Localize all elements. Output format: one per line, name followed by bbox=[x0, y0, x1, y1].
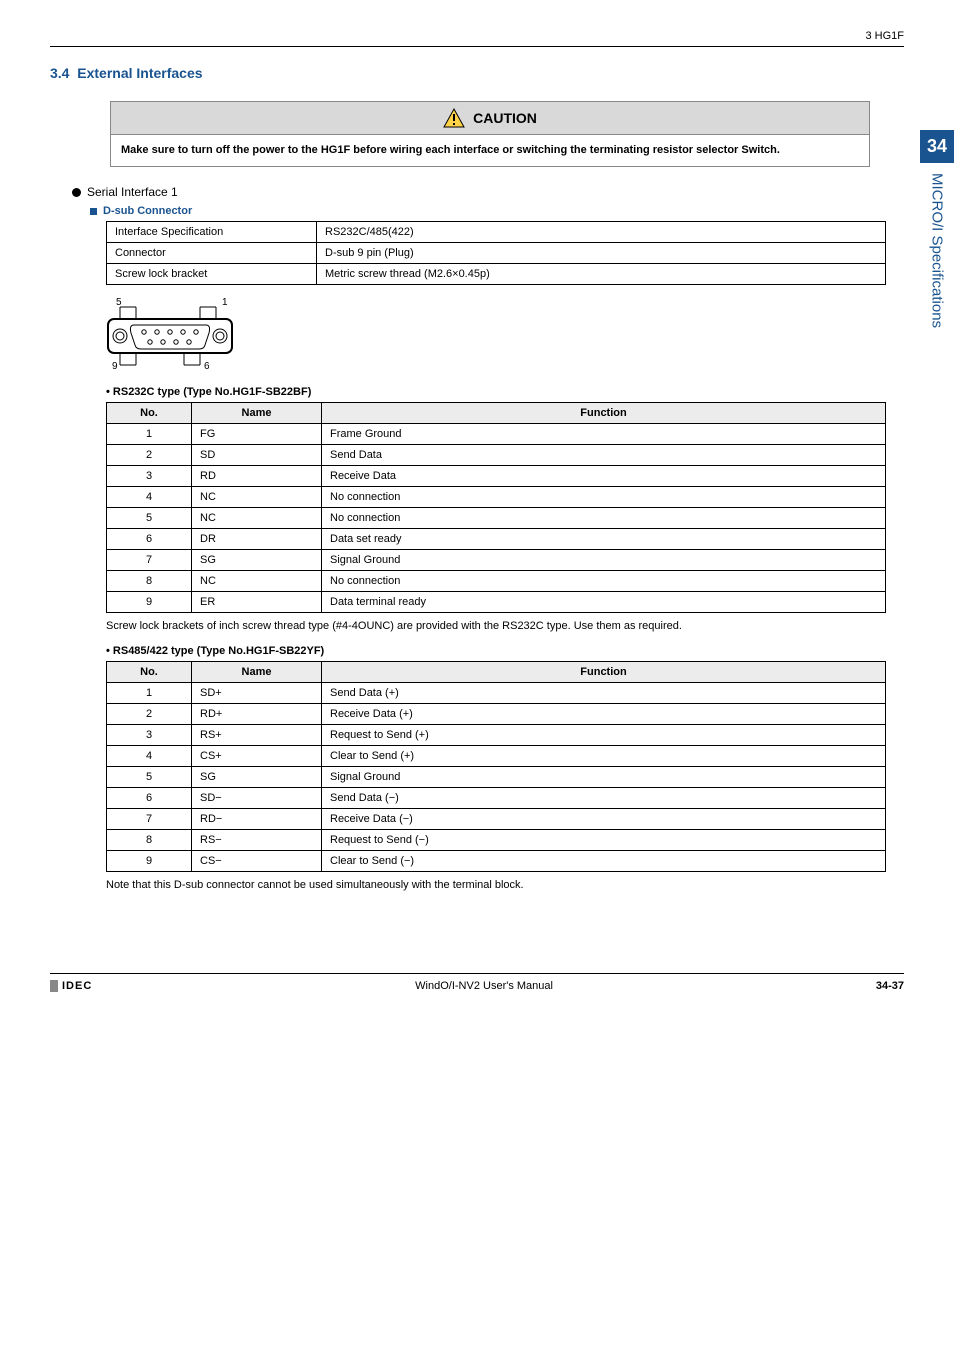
table-row: 3RDReceive Data bbox=[107, 466, 886, 487]
pin-label: 9 bbox=[112, 361, 118, 372]
caution-box: CAUTION Make sure to turn off the power … bbox=[110, 101, 870, 167]
circle-bullet-icon bbox=[72, 188, 81, 197]
table-row: 5SGSignal Ground bbox=[107, 766, 886, 787]
rs232c-table: No. Name Function 1FGFrame Ground 2SDSen… bbox=[106, 402, 886, 613]
table-row: 4CS+Clear to Send (+) bbox=[107, 745, 886, 766]
page-header: 3 HG1F bbox=[50, 30, 904, 47]
pin-label: 5 bbox=[116, 297, 122, 308]
serial-interface-heading: Serial Interface 1 bbox=[72, 185, 904, 199]
rs485-table: No. Name Function 1SD+Send Data (+) 2RD+… bbox=[106, 661, 886, 872]
side-tab: 34 MICRO/I Specifications bbox=[920, 130, 954, 328]
table-row: 8RS−Request to Send (−) bbox=[107, 829, 886, 850]
table-row: 4NCNo connection bbox=[107, 487, 886, 508]
table-row: Interface SpecificationRS232C/485(422) bbox=[107, 222, 886, 243]
chapter-number: 34 bbox=[920, 130, 954, 163]
chapter-title: MICRO/I Specifications bbox=[929, 173, 946, 328]
table-row: Screw lock bracketMetric screw thread (M… bbox=[107, 264, 886, 285]
section-title: 3.4 External Interfaces bbox=[50, 65, 904, 81]
square-bullet-icon bbox=[90, 208, 97, 215]
table-row: 8NCNo connection bbox=[107, 571, 886, 592]
table-row: 7RD−Receive Data (−) bbox=[107, 808, 886, 829]
header-right: 3 HG1F bbox=[865, 30, 904, 42]
table-row: ConnectorD-sub 9 pin (Plug) bbox=[107, 243, 886, 264]
table-row: 3RS+Request to Send (+) bbox=[107, 724, 886, 745]
caution-body: Make sure to turn off the power to the H… bbox=[111, 135, 869, 166]
table-row: 7SGSignal Ground bbox=[107, 550, 886, 571]
table-row: 2RD+Receive Data (+) bbox=[107, 703, 886, 724]
dsub-connector-diagram: 5 1 9 bbox=[106, 295, 904, 376]
brand-bar-icon bbox=[50, 980, 58, 992]
table-row: 9ERData terminal ready bbox=[107, 592, 886, 613]
pin-label: 6 bbox=[204, 361, 210, 372]
pin-label: 1 bbox=[222, 297, 228, 308]
footer-brand: IDEC bbox=[50, 980, 92, 992]
footer-title: WindO/I-NV2 User's Manual bbox=[92, 980, 876, 992]
table-row: 6DRData set ready bbox=[107, 529, 886, 550]
table-row: 2SDSend Data bbox=[107, 445, 886, 466]
table-row: 1FGFrame Ground bbox=[107, 424, 886, 445]
dsub-connector-heading: D-sub Connector bbox=[90, 205, 904, 217]
table-row: 9CS−Clear to Send (−) bbox=[107, 850, 886, 871]
page-number: 34-37 bbox=[876, 980, 904, 992]
rs485-heading: • RS485/422 type (Type No.HG1F-SB22YF) bbox=[106, 645, 904, 657]
table-row: 6SD−Send Data (−) bbox=[107, 787, 886, 808]
caution-header: CAUTION bbox=[111, 102, 869, 135]
page-footer: IDEC WindO/I-NV2 User's Manual 34-37 bbox=[50, 973, 904, 992]
spec-table: Interface SpecificationRS232C/485(422) C… bbox=[106, 221, 886, 285]
table-row: 5NCNo connection bbox=[107, 508, 886, 529]
rs232c-heading: • RS232C type (Type No.HG1F-SB22BF) bbox=[106, 386, 904, 398]
rs232c-note: Screw lock brackets of inch screw thread… bbox=[106, 619, 904, 634]
rs485-note: Note that this D-sub connector cannot be… bbox=[106, 878, 904, 893]
table-row: 1SD+Send Data (+) bbox=[107, 682, 886, 703]
caution-label: CAUTION bbox=[473, 110, 537, 126]
warning-icon bbox=[443, 108, 465, 128]
